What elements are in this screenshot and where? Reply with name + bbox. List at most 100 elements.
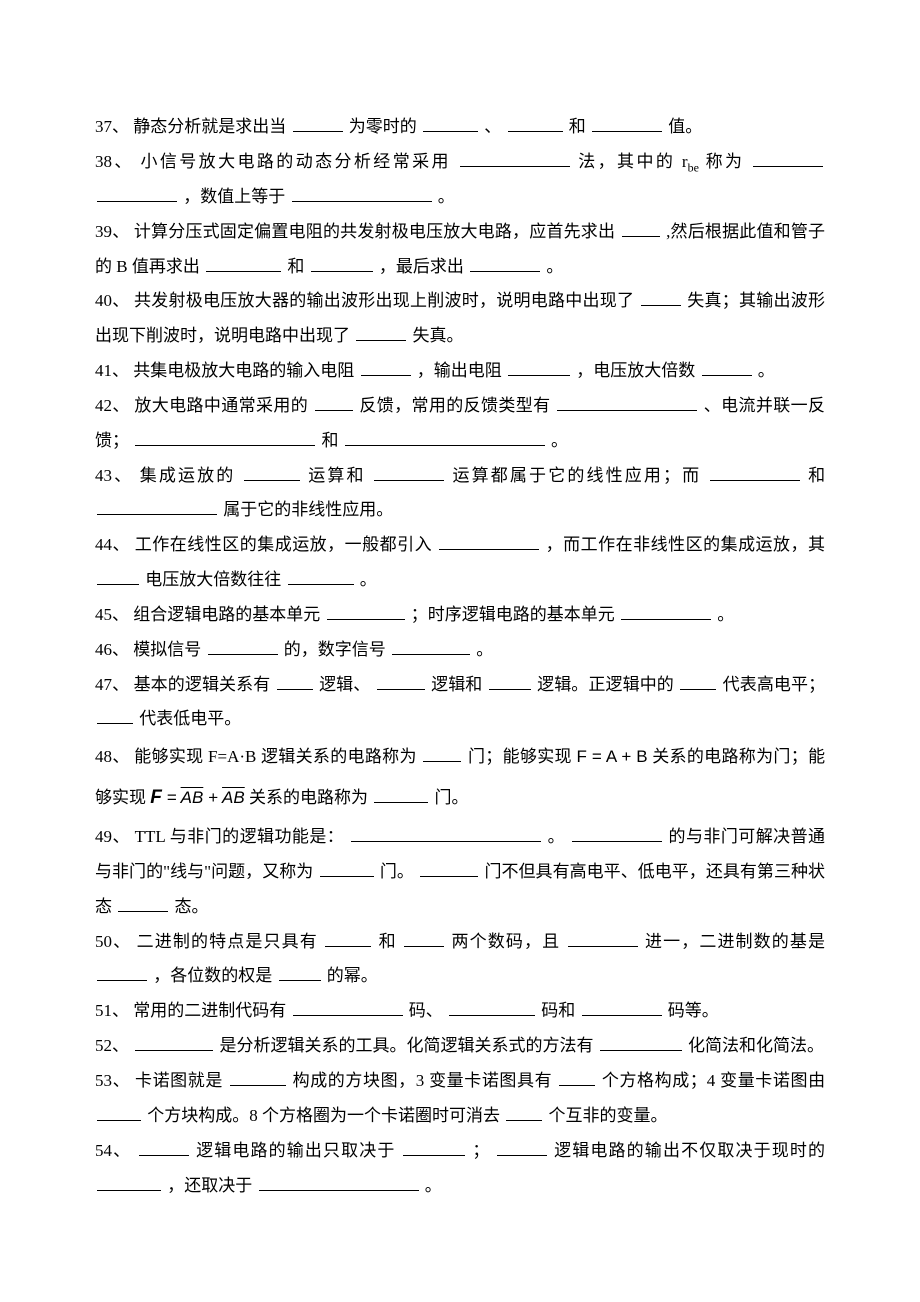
- question-37: 37、 静态分析就是求出当 为零时的 、 和 值。: [95, 110, 825, 145]
- blank: [345, 428, 545, 446]
- blank: [508, 114, 563, 132]
- blank: [311, 254, 373, 272]
- q-text: 化简法和化简法。: [688, 1036, 824, 1055]
- question-51: 51、 常用的二进制代码有 码、 码和 码等。: [95, 994, 825, 1029]
- question-39: 39、 计算分压式固定偏置电阻的共发射极电压放大电路，应首先求出 ,然后根据此值…: [95, 215, 825, 285]
- q-text: 两个数码，且: [451, 932, 560, 951]
- question-42: 42、 放大电路中通常采用的 反馈，常用的反馈类型有 、电流并联一反馈； 和 。: [95, 389, 825, 459]
- q-text: 和: [287, 257, 304, 276]
- formula-plus: +: [203, 788, 222, 807]
- q-text: ；: [472, 1141, 489, 1160]
- blank: [403, 1138, 465, 1156]
- blank: [404, 929, 444, 947]
- q-text: 运算都属于它的线性应用；而: [452, 466, 701, 485]
- blank: [600, 1033, 682, 1051]
- question-43: 43、 集成运放的 运算和 运算都属于它的线性应用；而 和 属于它的非线性应用。: [95, 459, 825, 529]
- question-46: 46、 模拟信号 的，数字信号 。: [95, 633, 825, 668]
- q-num: 53、: [95, 1071, 130, 1090]
- q-text: 和: [808, 466, 825, 485]
- q-text: 进一，二进制数的基是: [645, 932, 825, 951]
- blank: [97, 184, 177, 202]
- blank: [293, 114, 343, 132]
- q-text: ，各位数的权是: [153, 966, 272, 985]
- blank: [259, 1173, 419, 1191]
- blank: [420, 859, 478, 877]
- blank: [710, 463, 800, 481]
- blank: [356, 323, 406, 341]
- blank: [292, 184, 432, 202]
- question-38: 38、 小信号放大电路的动态分析经常采用 法，其中的 rbe 称为 ，数值上等于…: [95, 145, 825, 215]
- formula: F = A + B: [576, 747, 647, 766]
- q-text: 计算分压式固定偏置电阻的共发射极电压放大电路，应首先求出: [134, 222, 615, 241]
- q-text: 关系的电路称为: [249, 788, 368, 807]
- q-text: TTL 与非门的逻辑功能是：: [135, 827, 345, 846]
- q-text: ，输出电阻: [417, 361, 502, 380]
- q-text: 的幂。: [327, 966, 378, 985]
- q-text: 个方块构成。8 个方格圈为一个卡诺圈时可消去: [147, 1106, 500, 1125]
- question-44: 44、 工作在线性区的集成运放，一般都引入 ，而工作在非线性区的集成运放，其 电…: [95, 528, 825, 598]
- q-num: 41、: [95, 361, 129, 380]
- q-text: 代表低电平。: [139, 709, 241, 728]
- blank: [622, 219, 660, 237]
- q-text: 码等。: [668, 1001, 719, 1020]
- blank: [423, 114, 478, 132]
- question-53: 53、 卡诺图就是 构成的方块图，3 变量卡诺图具有 个方格构成；4 变量卡诺图…: [95, 1064, 825, 1134]
- q-text: 态。: [175, 897, 209, 916]
- q-text: 属于它的非线性应用。: [223, 500, 393, 519]
- blank: [392, 637, 470, 655]
- q-text: 代表高电平；: [723, 675, 826, 694]
- q-text: 门。: [434, 788, 468, 807]
- q-text: 逻辑电路的输出不仅取决于现时的: [554, 1141, 825, 1160]
- q-text: 组合逻辑电路的基本单元: [133, 605, 320, 624]
- q-text: 。: [438, 187, 455, 206]
- q-num: 39、: [95, 222, 129, 241]
- question-54: 54、 逻辑电路的输出只取决于 ； 逻辑电路的输出不仅取决于现时的 ，还取决于 …: [95, 1134, 825, 1204]
- q-text: 常用的二进制代码有: [133, 1001, 286, 1020]
- q-text: 集成运放的: [140, 466, 236, 485]
- question-47: 47、 基本的逻辑关系有 逻辑、 逻辑和 逻辑。正逻辑中的 代表高电平； 代表低…: [95, 668, 825, 738]
- blank: [557, 393, 697, 411]
- q-text: 能够实现 F=A·B 逻辑关系的电路称为: [134, 747, 417, 766]
- blank: [582, 998, 662, 1016]
- q-text: 为零时的: [349, 117, 417, 136]
- question-40: 40、 共发射极电压放大器的输出波形出现上削波时，说明电路中出现了 失真；其输出…: [95, 284, 825, 354]
- formula-ab: AB: [181, 788, 204, 807]
- q-text: 。: [551, 431, 568, 450]
- question-41: 41、 共集电极放大电路的输入电阻 ，输出电阻 ，电压放大倍数 。: [95, 354, 825, 389]
- blank: [135, 1033, 213, 1051]
- q-text: 、: [484, 117, 501, 136]
- blank: [470, 254, 540, 272]
- formula-ab: AB: [222, 788, 245, 807]
- blank: [97, 567, 139, 585]
- blank: [135, 428, 315, 446]
- formula-lhs: F: [150, 787, 162, 808]
- q-text: 个方格构成；4 变量卡诺图由: [602, 1071, 825, 1090]
- q-text: 运算和: [308, 466, 365, 485]
- q-text: 。: [546, 257, 563, 276]
- blank: [568, 929, 638, 947]
- blank: [277, 672, 313, 690]
- formula-eq: =: [162, 788, 181, 807]
- q-text: 门。: [380, 862, 414, 881]
- q-num: 45、: [95, 605, 129, 624]
- blank: [97, 963, 147, 981]
- blank: [374, 463, 444, 481]
- q-text: 共发射极电压放大器的输出波形出现上削波时，说明电路中出现了: [134, 291, 634, 310]
- blank: [423, 744, 461, 762]
- q-text: ，还取决于: [167, 1176, 252, 1195]
- q-text: 模拟信号: [133, 640, 201, 659]
- subscript: be: [688, 160, 699, 174]
- q-text: 小信号放大电路的动态分析经常采用: [140, 152, 450, 171]
- blank: [97, 706, 133, 724]
- blank: [320, 859, 374, 877]
- blank: [449, 998, 535, 1016]
- q-num: 42、: [95, 396, 130, 415]
- q-text: 工作在线性区的集成运放，一般都引入: [135, 535, 432, 554]
- blank: [753, 149, 823, 167]
- q-text: ，数值上等于: [183, 187, 285, 206]
- blank: [325, 929, 371, 947]
- blank: [118, 894, 168, 912]
- blank: [244, 463, 300, 481]
- q-text: 二进制的特点是只具有: [137, 932, 318, 951]
- q-text: 码、: [409, 1001, 443, 1020]
